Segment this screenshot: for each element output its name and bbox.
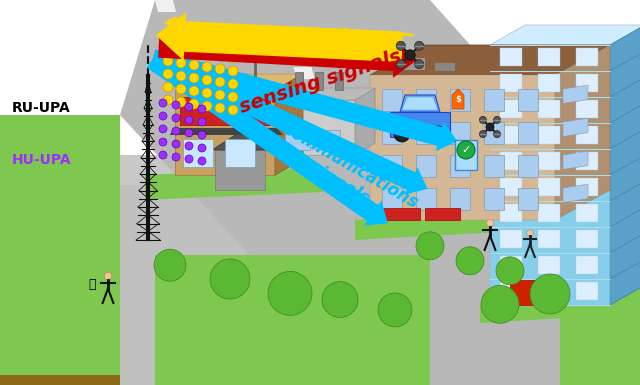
Circle shape xyxy=(189,86,199,96)
Polygon shape xyxy=(175,74,303,90)
Bar xyxy=(382,89,402,111)
Circle shape xyxy=(189,99,199,109)
Bar xyxy=(576,256,598,274)
Circle shape xyxy=(154,249,186,281)
Bar xyxy=(576,48,598,66)
Circle shape xyxy=(210,259,250,299)
Polygon shape xyxy=(555,45,610,220)
Text: ✓: ✓ xyxy=(461,145,470,155)
Circle shape xyxy=(404,50,415,60)
Bar xyxy=(576,74,598,92)
Bar xyxy=(286,300,294,311)
Circle shape xyxy=(172,114,180,122)
Polygon shape xyxy=(280,88,375,100)
Bar xyxy=(382,188,402,210)
Polygon shape xyxy=(355,88,375,155)
Bar xyxy=(295,72,303,90)
Bar xyxy=(538,178,560,196)
Text: communications
signals: communications signals xyxy=(269,120,421,230)
Bar xyxy=(435,63,455,71)
Circle shape xyxy=(228,79,238,89)
Circle shape xyxy=(176,71,186,81)
Circle shape xyxy=(430,126,446,142)
Bar xyxy=(576,126,598,144)
Polygon shape xyxy=(363,101,384,113)
Circle shape xyxy=(228,66,238,76)
Circle shape xyxy=(172,101,180,109)
Circle shape xyxy=(172,153,180,161)
Polygon shape xyxy=(452,89,464,109)
Bar xyxy=(484,122,504,144)
Bar xyxy=(576,152,598,170)
Polygon shape xyxy=(355,205,625,240)
Circle shape xyxy=(322,281,358,318)
Circle shape xyxy=(176,97,186,107)
Circle shape xyxy=(202,75,212,85)
Bar xyxy=(450,155,470,177)
Circle shape xyxy=(415,41,424,50)
Bar xyxy=(518,188,538,210)
Circle shape xyxy=(496,257,524,285)
Circle shape xyxy=(228,53,238,63)
Polygon shape xyxy=(490,25,640,45)
Bar xyxy=(500,282,522,300)
Bar xyxy=(335,72,343,90)
Polygon shape xyxy=(155,255,430,385)
Polygon shape xyxy=(501,168,522,180)
Bar xyxy=(426,250,434,257)
Circle shape xyxy=(215,77,225,87)
Circle shape xyxy=(185,116,193,124)
Polygon shape xyxy=(120,155,640,385)
Bar xyxy=(285,130,310,150)
Circle shape xyxy=(198,157,206,165)
Circle shape xyxy=(415,60,424,69)
Polygon shape xyxy=(0,185,640,385)
Bar xyxy=(576,230,598,248)
Polygon shape xyxy=(155,0,176,12)
Bar xyxy=(450,188,470,210)
Polygon shape xyxy=(563,151,588,169)
Bar xyxy=(450,89,470,111)
Bar xyxy=(538,126,560,144)
Circle shape xyxy=(527,230,533,236)
Circle shape xyxy=(396,41,405,50)
Polygon shape xyxy=(400,95,440,112)
Circle shape xyxy=(215,64,225,74)
Circle shape xyxy=(457,141,475,159)
Polygon shape xyxy=(610,25,640,305)
Circle shape xyxy=(228,105,238,115)
Circle shape xyxy=(185,142,193,150)
Bar xyxy=(500,48,522,66)
Polygon shape xyxy=(563,184,588,203)
Bar xyxy=(538,230,560,248)
Circle shape xyxy=(189,73,199,83)
Bar xyxy=(518,122,538,144)
Circle shape xyxy=(176,58,186,68)
Circle shape xyxy=(159,112,167,120)
Bar xyxy=(546,300,554,310)
Polygon shape xyxy=(380,208,420,220)
Polygon shape xyxy=(170,128,283,135)
Circle shape xyxy=(185,155,193,163)
Polygon shape xyxy=(275,74,303,175)
Circle shape xyxy=(530,274,570,314)
Circle shape xyxy=(163,82,173,92)
Circle shape xyxy=(268,271,312,315)
Bar xyxy=(538,152,560,170)
Bar xyxy=(382,122,402,144)
Bar xyxy=(538,204,560,222)
Polygon shape xyxy=(563,118,588,137)
Bar xyxy=(166,270,174,278)
Bar xyxy=(500,152,522,170)
Bar xyxy=(180,97,270,125)
Circle shape xyxy=(172,140,180,148)
Circle shape xyxy=(163,56,173,66)
Bar xyxy=(500,74,522,92)
Bar xyxy=(576,100,598,118)
Circle shape xyxy=(176,45,186,55)
Bar xyxy=(538,48,560,66)
Polygon shape xyxy=(402,97,438,110)
Circle shape xyxy=(215,90,225,100)
Bar xyxy=(226,285,234,295)
